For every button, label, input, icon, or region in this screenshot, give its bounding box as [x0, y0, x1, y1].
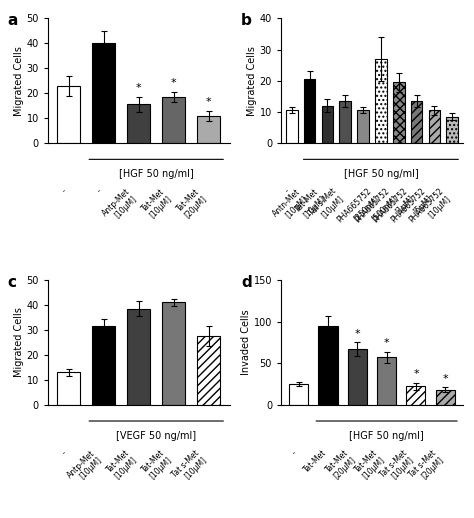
Bar: [197, 336, 220, 405]
Text: Antp-Met
[10μM]: Antp-Met [10μM]: [100, 187, 139, 225]
Y-axis label: Invaded Cells: Invaded Cells: [241, 310, 251, 375]
Text: *: *: [136, 83, 142, 93]
Text: Tat-Met
[10μM]: Tat-Met [10μM]: [353, 449, 387, 482]
Text: *: *: [384, 338, 390, 348]
Text: PHA665752
[500nM]: PHA665752 [500nM]: [353, 187, 399, 232]
Bar: [428, 110, 440, 143]
Text: d: d: [241, 275, 252, 290]
Text: Tat-Met
[10μM]: Tat-Met [10μM]: [105, 449, 139, 482]
Text: [VEGF 50 ng/ml]: [VEGF 50 ng/ml]: [116, 431, 196, 441]
Bar: [319, 326, 337, 405]
Bar: [304, 79, 315, 143]
Text: *: *: [206, 97, 211, 107]
Bar: [348, 349, 367, 405]
Text: c: c: [8, 275, 17, 290]
Bar: [375, 59, 387, 143]
Bar: [57, 372, 80, 405]
Bar: [436, 390, 455, 405]
Text: Antp-Met
[10μM]: Antp-Met [10μM]: [65, 449, 104, 487]
Bar: [289, 384, 308, 405]
Y-axis label: Migrated Cells: Migrated Cells: [14, 308, 24, 377]
Text: *: *: [413, 369, 419, 379]
Y-axis label: Migrated Cells: Migrated Cells: [14, 46, 24, 116]
Bar: [377, 357, 396, 405]
Text: PHA665752
[5μM]: PHA665752 [5μM]: [389, 187, 434, 232]
Bar: [163, 303, 185, 405]
Text: Tat-Met
[10μM]: Tat-Met [10μM]: [293, 187, 328, 221]
Text: -: -: [61, 449, 69, 457]
Text: PHA665752
[10μM]: PHA665752 [10μM]: [407, 187, 452, 232]
Bar: [128, 309, 150, 405]
Text: *: *: [171, 78, 176, 88]
Bar: [411, 101, 422, 143]
Bar: [322, 106, 333, 143]
Text: Tat s-Met
[10μM]: Tat s-Met [10μM]: [170, 449, 209, 487]
Bar: [92, 44, 115, 143]
Bar: [197, 116, 220, 143]
Text: Tat s-Met
[10μM]: Tat s-Met [10μM]: [378, 449, 416, 487]
Text: Tat-Met
[10μM]: Tat-Met [10μM]: [140, 187, 173, 221]
Bar: [163, 97, 185, 143]
Text: Tat s-Met
[10μM]: Tat s-Met [10μM]: [307, 187, 345, 225]
Y-axis label: Migrated Cells: Migrated Cells: [247, 46, 257, 116]
Text: -: -: [95, 187, 104, 195]
Text: PHA665752
[1μM]: PHA665752 [1μM]: [371, 187, 417, 232]
Text: [HGF 50 ng/ml]: [HGF 50 ng/ml]: [344, 169, 418, 179]
Bar: [339, 101, 351, 143]
Text: PHA665752
[250nM]: PHA665752 [250nM]: [336, 187, 381, 232]
Text: -: -: [61, 187, 69, 195]
Bar: [286, 110, 298, 143]
Text: a: a: [8, 13, 18, 28]
Text: -: -: [283, 187, 292, 195]
Bar: [57, 86, 80, 143]
Bar: [447, 117, 458, 143]
Text: *: *: [443, 373, 448, 384]
Text: [HGF 50 ng/ml]: [HGF 50 ng/ml]: [349, 431, 424, 441]
Text: Tat-Met
[20μM]: Tat-Met [20μM]: [175, 187, 209, 221]
Text: -: -: [291, 449, 299, 457]
Text: Tat-Met: Tat-Met: [301, 449, 328, 475]
Text: Tat-Met
[20μM]: Tat-Met [20μM]: [324, 449, 357, 482]
Text: *: *: [355, 328, 360, 339]
Text: Tat-Met
[10μM]: Tat-Met [10μM]: [140, 449, 173, 482]
Text: Tat s-Met
[20μM]: Tat s-Met [20μM]: [407, 449, 445, 487]
Bar: [128, 105, 150, 143]
Bar: [393, 82, 404, 143]
Bar: [357, 110, 369, 143]
Text: Antn-Met
[10μM]: Antn-Met [10μM]: [271, 187, 310, 225]
Bar: [92, 326, 115, 405]
Text: [HGF 50 ng/ml]: [HGF 50 ng/ml]: [119, 169, 193, 179]
Text: b: b: [241, 13, 252, 28]
Bar: [406, 386, 426, 405]
